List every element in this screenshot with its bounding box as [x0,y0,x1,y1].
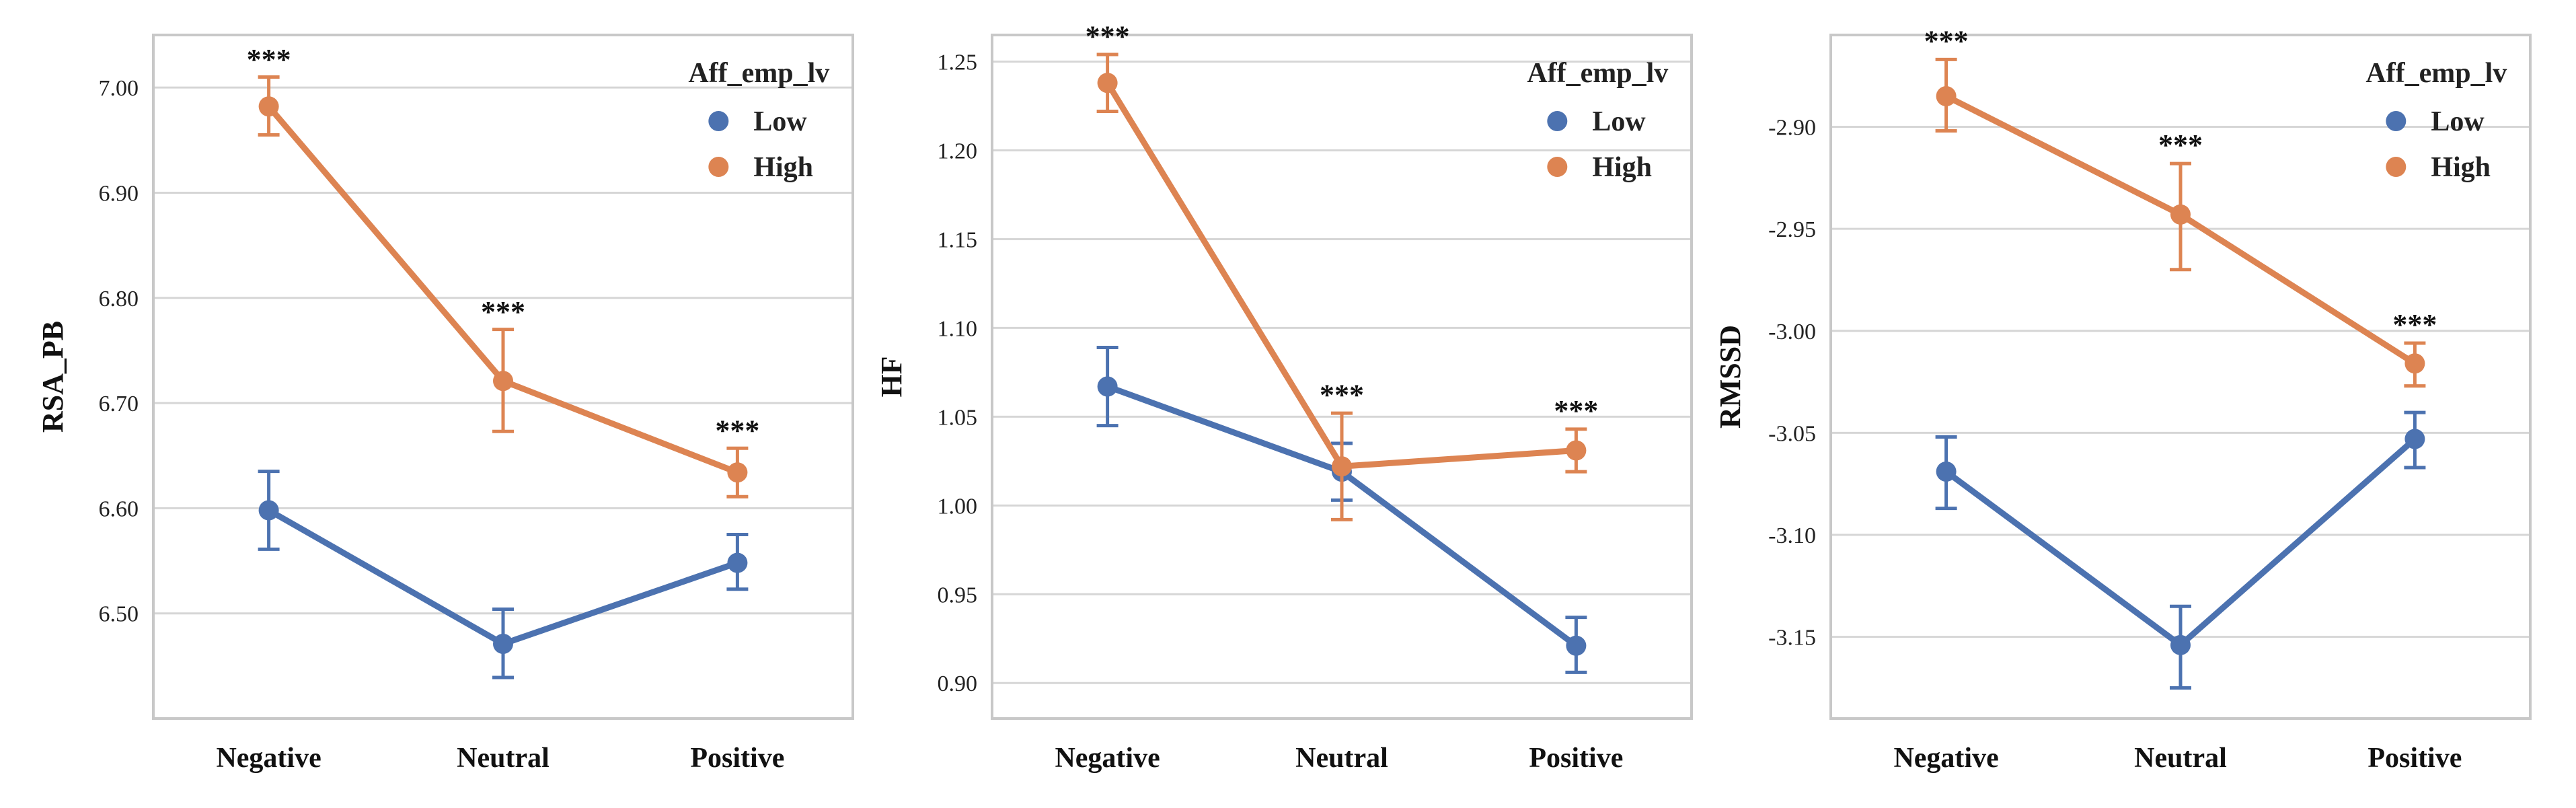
data-point-low [493,634,513,655]
significance-label: *** [481,295,525,328]
y-tick-label: -2.90 [1768,115,1816,140]
data-point-high [727,462,748,483]
data-point-high [2404,353,2425,374]
y-tick-label: 1.00 [938,494,978,519]
x-category-label: Negative [216,743,321,774]
data-point-high [1936,85,1957,106]
x-category-label: Negative [1055,743,1160,774]
plot-frame [1829,34,2532,720]
y-tick-label: 0.95 [938,583,978,608]
significance-label: *** [1554,394,1598,427]
y-tick-label: 6.90 [99,181,139,206]
data-point-high [493,371,513,392]
data-point-low [1936,462,1957,482]
significance-label: *** [247,43,291,76]
y-axis-title: HF [875,356,908,397]
significance-label: *** [2392,308,2437,341]
y-tick-label: 1.10 [938,316,978,341]
legend-label: High [2431,152,2491,183]
y-tick-label: 1.15 [938,227,978,252]
y-axis-title: RSA_PB [36,321,69,433]
legend-label: High [1592,152,1652,183]
y-tick-label: 6.60 [99,497,139,521]
y-tick-label: 6.50 [99,602,139,627]
plot-frame [991,34,1693,720]
legend-label: Low [1592,106,1646,137]
y-tick-label: -3.05 [1768,421,1816,446]
y-axis-title: RMSSD [1714,325,1747,429]
x-category-label: Positive [690,743,784,774]
legend-marker-high [2386,157,2407,177]
legend-title: Aff_emp_lv [688,58,829,89]
plot-frame [152,34,854,720]
data-point-low [258,500,279,521]
y-tick-label: 6.70 [99,392,139,416]
legend-title: Aff_emp_lv [2365,58,2507,89]
data-point-low [727,552,748,573]
significance-label: *** [1086,20,1130,52]
data-point-high [1566,440,1587,461]
y-tick-label: -3.00 [1768,320,1816,344]
y-tick-label: -3.15 [1768,626,1816,651]
legend-marker-high [1547,157,1568,177]
x-category-label: Neutral [2134,743,2227,774]
data-point-low [2170,634,2191,655]
data-point-low [1566,635,1587,656]
x-category-label: Neutral [457,743,550,774]
data-point-high [2170,204,2191,225]
data-point-high [1332,456,1352,477]
significance-label: *** [2158,128,2203,161]
legend-marker-low [1547,111,1568,131]
x-category-label: Negative [1893,743,1998,774]
y-tick-label: 6.80 [99,287,139,311]
legend-label: High [753,152,813,183]
data-point-low [1097,376,1118,397]
significance-label: *** [1924,24,1969,57]
x-category-label: Neutral [1295,743,1388,774]
x-category-label: Positive [2367,743,2462,774]
y-tick-label: 0.90 [938,671,978,696]
chart-panel-1: 6.50 6.60 6.70 6.80 6.90 7.00 Negative Neutral P… [36,34,854,774]
legend-marker-low [2386,111,2407,131]
y-tick-label: 7.00 [99,76,139,101]
data-point-high [258,96,279,117]
legend-marker-high [708,157,729,177]
legend-title: Aff_emp_lv [1527,58,1668,89]
legend-label: Low [753,106,807,137]
legend-label: Low [2431,106,2485,137]
chart-panel-3: -3.15 -3.10 -3.05 -3.00 -2.95 -2.90 Negative Ne… [1714,24,2532,774]
significance-label: *** [715,414,759,447]
data-point-high [1097,73,1118,94]
legend-marker-low [708,111,729,131]
chart-panel-2: 0.90 0.95 1.00 1.05 1.10 1.15 1.20 1.25 Negative… [875,20,1693,774]
x-category-label: Positive [1529,743,1623,774]
significance-label: *** [1320,378,1364,411]
data-point-low [2404,429,2425,449]
y-tick-label: 1.05 [938,405,978,430]
y-tick-label: -2.95 [1768,217,1816,242]
y-tick-label: 1.20 [938,139,978,164]
y-tick-label: -3.10 [1768,523,1816,548]
y-tick-label: 1.25 [938,50,978,75]
